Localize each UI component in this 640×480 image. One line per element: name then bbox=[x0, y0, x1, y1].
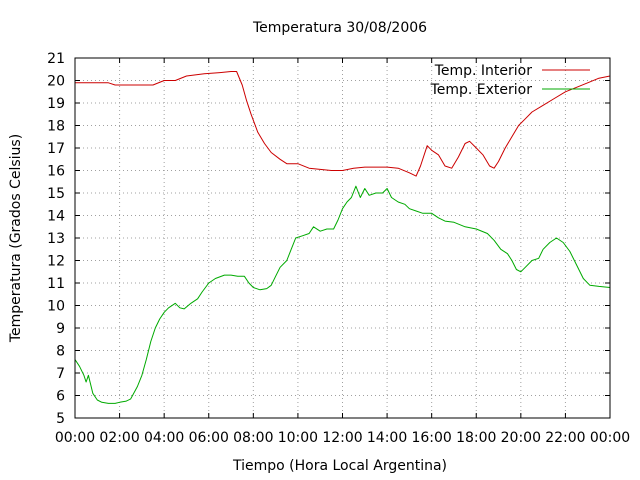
x-tick-label: 02:00 bbox=[99, 430, 139, 446]
x-tick-label: 20:00 bbox=[501, 430, 541, 446]
series-line-interior bbox=[75, 71, 611, 177]
y-axis-label: Temperatura (Grados Celsius) bbox=[8, 134, 24, 343]
legend-item-interior: Temp. Interior bbox=[434, 63, 590, 79]
x-tick-label: 18:00 bbox=[456, 430, 496, 446]
x-tick-label: 22:00 bbox=[545, 430, 585, 446]
grid bbox=[75, 58, 610, 418]
y-tick-label: 6 bbox=[56, 389, 65, 405]
x-tick-label: 00:00 bbox=[590, 430, 630, 446]
y-tick-label: 10 bbox=[47, 299, 65, 315]
y-tick-label: 21 bbox=[47, 51, 65, 67]
y-tick-label: 13 bbox=[47, 231, 65, 247]
x-tick-labels: 00:00 02:00 04:00 06:00 08:00 10:00 12:00 14:00… bbox=[55, 430, 630, 446]
legend-label-exterior: Temp. Exterior bbox=[430, 82, 533, 98]
x-axis-label: Tiempo (Hora Local Argentina) bbox=[232, 458, 447, 474]
y-tick-label: 5 bbox=[56, 411, 65, 427]
series-line-exterior bbox=[74, 185, 611, 404]
legend-label-interior: Temp. Interior bbox=[434, 63, 533, 79]
y-tick-label: 15 bbox=[47, 186, 65, 202]
x-tick-label: 06:00 bbox=[189, 430, 229, 446]
y-tick-label: 20 bbox=[47, 74, 65, 90]
x-tick-label: 12:00 bbox=[322, 430, 362, 446]
y-tick-label: 16 bbox=[47, 164, 65, 180]
x-tick-label: 10:00 bbox=[278, 430, 318, 446]
y-tick-label: 14 bbox=[47, 209, 65, 225]
ticks bbox=[74, 57, 611, 419]
x-tick-label: 16:00 bbox=[411, 430, 451, 446]
y-tick-label: 9 bbox=[56, 321, 65, 337]
legend: Temp. Interior Temp. Exterior bbox=[430, 63, 590, 98]
legend-item-exterior: Temp. Exterior bbox=[430, 82, 590, 98]
y-tick-label: 19 bbox=[47, 96, 65, 112]
x-tick-label: 04:00 bbox=[144, 430, 184, 446]
y-tick-label: 18 bbox=[47, 119, 65, 135]
y-tick-label: 11 bbox=[47, 276, 65, 292]
y-tick-label: 7 bbox=[56, 366, 65, 382]
y-tick-labels: 5 6 7 8 9 10 11 12 13 14 15 16 17 18 19 20 21 bbox=[47, 51, 65, 427]
x-tick-label: 00:00 bbox=[55, 430, 95, 446]
y-tick-label: 17 bbox=[47, 141, 65, 157]
x-tick-label: 08:00 bbox=[233, 430, 273, 446]
series-layer bbox=[74, 71, 611, 404]
y-tick-label: 12 bbox=[47, 254, 65, 270]
y-tick-label: 8 bbox=[56, 344, 65, 360]
x-tick-label: 14:00 bbox=[367, 430, 407, 446]
chart-title: Temperatura 30/08/2006 bbox=[252, 20, 427, 36]
